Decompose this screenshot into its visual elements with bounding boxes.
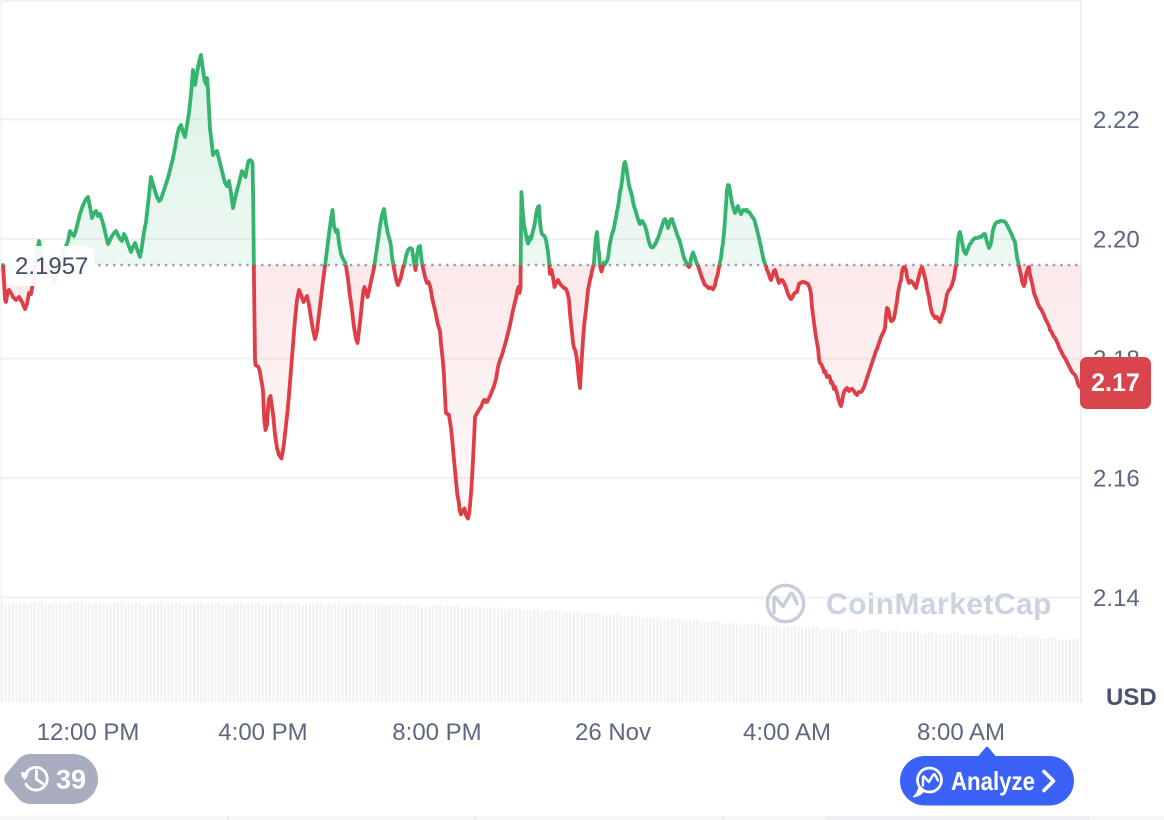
svg-text:2.17: 2.17: [1091, 369, 1140, 397]
svg-text:Analyze: Analyze: [951, 766, 1035, 796]
svg-text:2.20: 2.20: [1093, 227, 1140, 254]
svg-text:8:00 AM: 8:00 AM: [917, 719, 1005, 746]
svg-text:2.14: 2.14: [1093, 585, 1140, 612]
svg-text:2.16: 2.16: [1093, 466, 1140, 493]
svg-text:2.22: 2.22: [1093, 107, 1140, 134]
svg-text:12:00 PM: 12:00 PM: [37, 719, 140, 746]
svg-text:26 Nov: 26 Nov: [575, 719, 651, 746]
svg-text:2.1957: 2.1957: [15, 253, 88, 280]
svg-text:4:00 PM: 4:00 PM: [218, 719, 307, 746]
svg-text:USD: USD: [1106, 684, 1157, 711]
svg-text:CoinMarketCap: CoinMarketCap: [826, 588, 1052, 621]
svg-text:39: 39: [56, 765, 86, 795]
svg-text:8:00 PM: 8:00 PM: [392, 719, 481, 746]
svg-text:4:00 AM: 4:00 AM: [743, 719, 831, 746]
